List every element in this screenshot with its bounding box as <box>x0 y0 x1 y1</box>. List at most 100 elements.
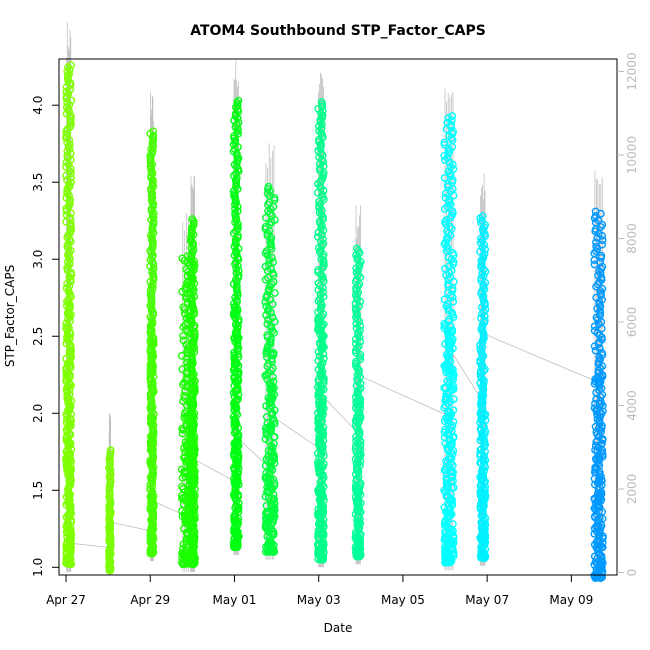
data-point <box>231 449 240 458</box>
secondary-y-axis: 0 2000 4000 6000 8000 10000 12000 <box>617 52 639 576</box>
data-point <box>353 401 362 410</box>
data-point <box>440 533 449 542</box>
data-point <box>354 524 363 533</box>
data-point <box>146 438 155 447</box>
data-point <box>261 275 270 284</box>
data-point <box>177 465 186 474</box>
data-point <box>65 422 74 430</box>
data-point <box>149 492 158 500</box>
data-point <box>63 189 71 198</box>
data-point <box>595 531 604 540</box>
data-point <box>594 378 603 386</box>
data-point <box>319 460 328 468</box>
x-tick-label: May 09 <box>549 593 593 607</box>
data-point <box>481 551 490 560</box>
data-point <box>441 189 450 198</box>
data-point <box>442 368 450 377</box>
data-point <box>352 542 360 551</box>
series-cluster <box>313 98 328 564</box>
data-point <box>444 446 452 454</box>
data-point <box>315 352 324 361</box>
data-point <box>62 323 70 332</box>
data-point <box>444 499 453 508</box>
data-point <box>261 213 270 222</box>
data-point <box>316 144 325 153</box>
data-point <box>264 347 273 356</box>
data-point <box>65 347 74 356</box>
data-point <box>146 374 155 382</box>
y-tick-label: 2.5 <box>31 327 45 346</box>
data-point <box>479 254 488 263</box>
data-point <box>261 249 270 258</box>
data-point <box>146 485 155 494</box>
data-point <box>316 409 325 418</box>
data-points <box>62 61 607 582</box>
data-point <box>65 477 74 486</box>
data-point <box>590 513 599 522</box>
data-point <box>65 145 74 154</box>
data-point <box>189 498 198 506</box>
data-point <box>592 522 601 531</box>
data-point <box>264 369 273 377</box>
data-point <box>62 513 71 521</box>
y2-tick-label: 6000 <box>625 307 639 338</box>
data-point <box>353 465 362 474</box>
data-point <box>66 81 75 89</box>
data-point <box>263 251 272 260</box>
data-point <box>64 382 73 391</box>
data-point <box>480 365 489 374</box>
data-point <box>318 283 327 292</box>
data-point <box>66 329 75 338</box>
data-point <box>478 410 487 419</box>
y2-tick-label: 4000 <box>625 390 639 421</box>
data-point <box>449 446 458 455</box>
data-point <box>63 388 72 396</box>
data-point <box>352 516 361 525</box>
data-point <box>479 307 488 316</box>
data-point <box>148 466 157 474</box>
data-point <box>355 480 364 489</box>
data-point <box>190 538 199 546</box>
data-point <box>317 549 325 557</box>
data-point <box>64 439 73 448</box>
data-point <box>148 469 157 478</box>
data-point <box>477 374 486 383</box>
data-point <box>477 426 485 435</box>
data-point <box>316 406 324 414</box>
data-point <box>479 542 487 551</box>
data-point <box>261 435 270 443</box>
data-point <box>316 371 325 379</box>
data-point <box>230 353 239 362</box>
data-point <box>270 383 278 392</box>
data-point <box>591 468 600 477</box>
data-point <box>318 545 327 553</box>
data-point <box>444 352 453 361</box>
y2-tick-label: 10000 <box>625 136 639 174</box>
data-point <box>62 500 71 509</box>
data-point <box>356 355 365 364</box>
data-point <box>66 501 75 510</box>
data-point <box>445 539 454 548</box>
data-point <box>476 553 485 562</box>
data-point <box>231 542 240 551</box>
data-point <box>265 488 274 497</box>
data-point <box>263 273 272 282</box>
data-point <box>446 213 455 222</box>
data-point <box>446 338 455 347</box>
data-point <box>315 508 324 517</box>
data-point <box>447 483 456 492</box>
data-point <box>268 409 277 418</box>
data-point <box>318 428 326 436</box>
data-point <box>63 309 72 318</box>
data-point <box>63 370 71 379</box>
data-point <box>148 403 156 412</box>
data-point <box>187 405 195 413</box>
data-point <box>590 540 599 549</box>
data-point <box>319 482 328 491</box>
data-point <box>230 491 238 500</box>
data-point <box>230 303 239 312</box>
series-cluster <box>62 61 76 569</box>
data-point <box>448 383 456 392</box>
plot-frame <box>58 58 618 576</box>
data-point <box>441 193 450 202</box>
